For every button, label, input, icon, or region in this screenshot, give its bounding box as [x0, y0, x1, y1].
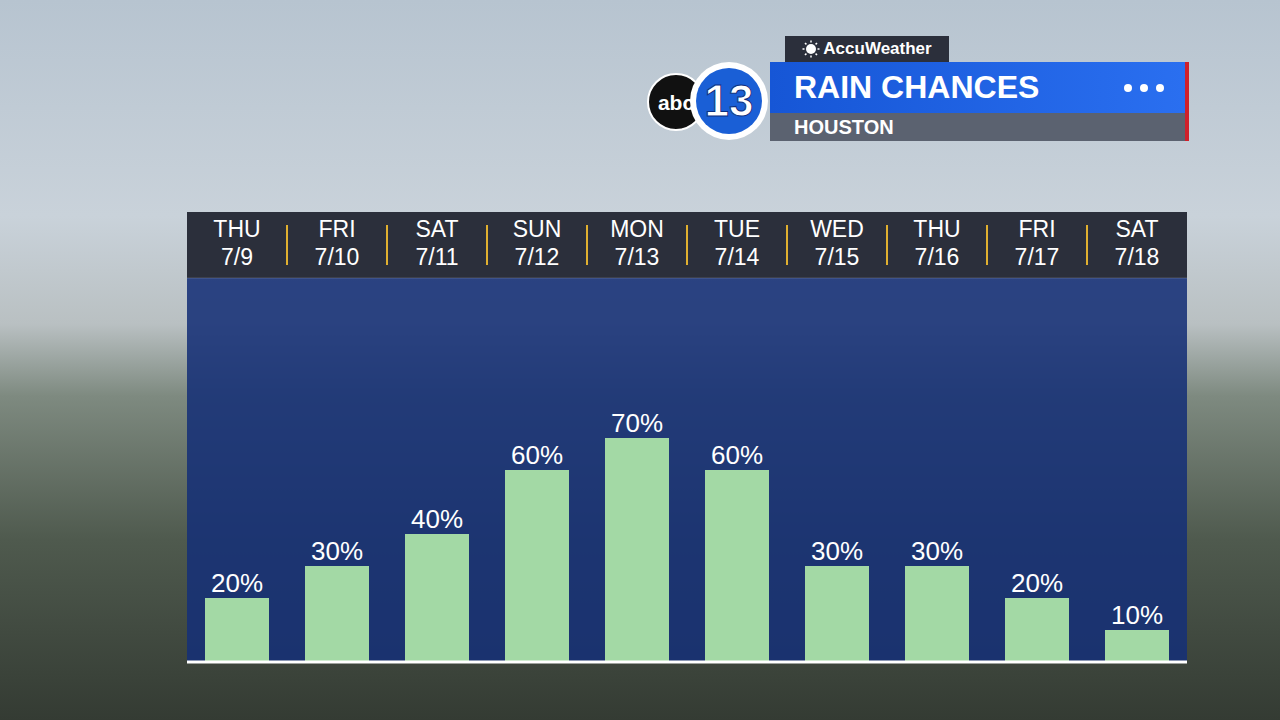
svg-text:THU: THU [213, 216, 260, 242]
svg-text:20%: 20% [211, 568, 263, 598]
svg-text:7/11: 7/11 [415, 244, 458, 270]
svg-text:7/14: 7/14 [715, 244, 760, 270]
svg-text:70%: 70% [611, 408, 663, 438]
svg-text:FRI: FRI [318, 216, 355, 242]
html-text:RAIN CHANCES: RAIN CHANCES [794, 69, 1040, 105]
svg-text:SUN: SUN [513, 216, 562, 242]
svg-text:40%: 40% [411, 504, 463, 534]
svg-text:30%: 30% [911, 536, 963, 566]
svg-text:7/9: 7/9 [221, 244, 253, 270]
svg-text:30%: 30% [311, 536, 363, 566]
svg-text:60%: 60% [511, 440, 563, 470]
svg-text:7/15: 7/15 [815, 244, 860, 270]
svg-text:FRI: FRI [1018, 216, 1055, 242]
svg-text:30%: 30% [811, 536, 863, 566]
svg-text:13: 13 [705, 76, 754, 125]
svg-text:abc: abc [658, 91, 695, 114]
svg-text:TUE: TUE [714, 216, 760, 242]
svg-text:10%: 10% [1111, 600, 1163, 630]
svg-text:THU: THU [913, 216, 960, 242]
svg-text:MON: MON [610, 216, 664, 242]
svg-text:7/18: 7/18 [1115, 244, 1160, 270]
svg-text:7/16: 7/16 [915, 244, 960, 270]
svg-text:7/10: 7/10 [315, 244, 360, 270]
svg-text:7/13: 7/13 [615, 244, 660, 270]
html-text:AccuWeather: AccuWeather [823, 39, 932, 58]
svg-text:7/12: 7/12 [515, 244, 560, 270]
svg-text:20%: 20% [1011, 568, 1063, 598]
svg-text:SAT: SAT [415, 216, 458, 242]
html-text:HOUSTON: HOUSTON [794, 115, 894, 138]
svg-text:WED: WED [810, 216, 864, 242]
svg-text:60%: 60% [711, 440, 763, 470]
svg-text:SAT: SAT [1115, 216, 1158, 242]
svg-text:7/17: 7/17 [1015, 244, 1060, 270]
